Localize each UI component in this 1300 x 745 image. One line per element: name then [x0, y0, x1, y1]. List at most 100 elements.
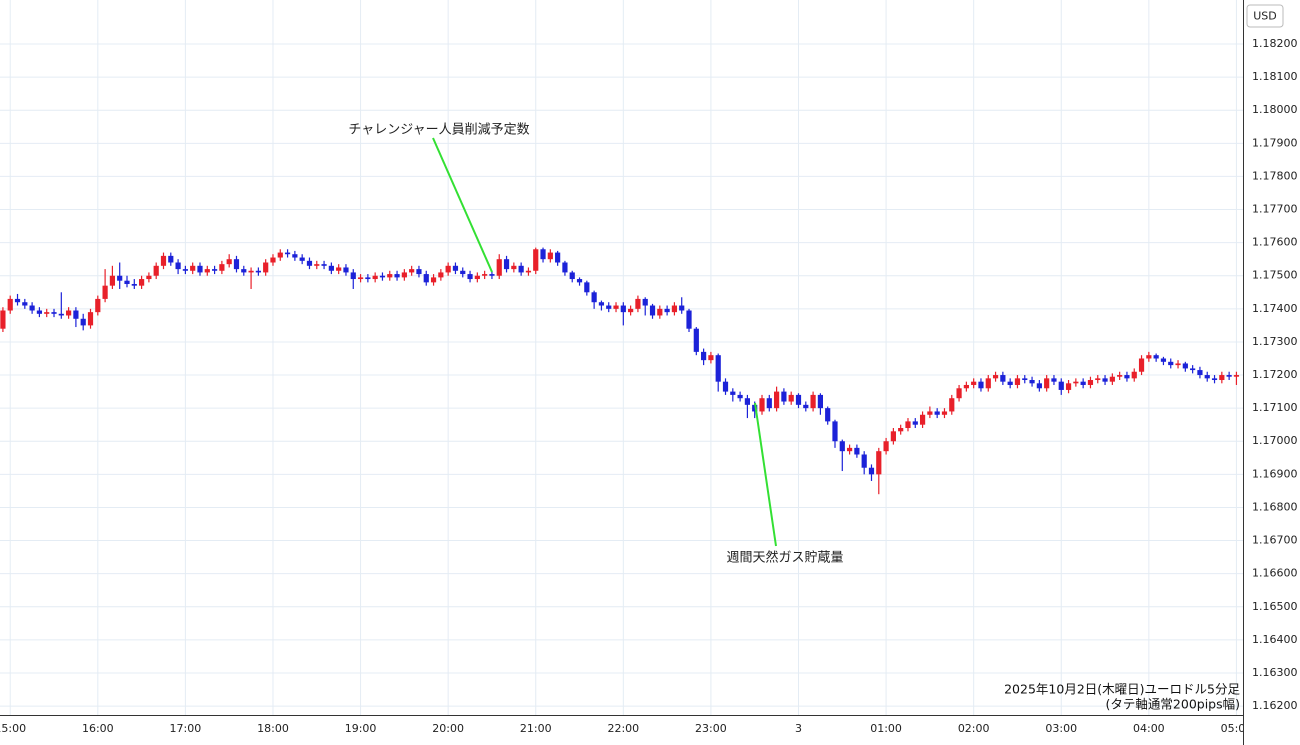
- candle-body: [321, 264, 327, 266]
- candle-body: [759, 398, 765, 412]
- candle-body: [467, 274, 473, 280]
- candle-body: [445, 265, 451, 273]
- candle-body: [701, 351, 707, 361]
- candle-body: [95, 298, 101, 313]
- x-tick-label: 20:00: [432, 722, 464, 735]
- x-tick-label: 03:00: [1045, 722, 1077, 735]
- candle-body: [540, 249, 546, 260]
- candle-body: [416, 269, 422, 275]
- candle-body: [357, 277, 364, 280]
- candle-body: [649, 305, 656, 316]
- candle-body: [518, 265, 524, 273]
- y-tick-label: 1.16200: [1252, 699, 1298, 712]
- x-tick-label: 3: [795, 722, 802, 735]
- candle-body: [1190, 368, 1196, 371]
- candle-body: [971, 381, 977, 385]
- candle-body: [686, 310, 692, 329]
- y-tick-label: 1.17300: [1252, 335, 1298, 348]
- candle-body: [730, 391, 736, 395]
- candle-body: [255, 270, 261, 273]
- y-tick-label: 1.17800: [1252, 169, 1298, 182]
- candle-body: [1058, 381, 1064, 390]
- annotation-pointer: [754, 402, 777, 547]
- candle-body: [941, 411, 948, 415]
- x-tick-label: 23:00: [695, 722, 727, 735]
- candle-body: [365, 277, 371, 280]
- candle-body: [533, 249, 539, 271]
- annotation: チャレンジャー人員削減予定数: [348, 122, 529, 138]
- currency-box: [1246, 4, 1284, 28]
- candle-body: [898, 428, 904, 432]
- y-tick-label: 1.16800: [1252, 500, 1298, 513]
- candle-body: [277, 252, 283, 258]
- candle-body: [956, 388, 962, 399]
- candle-body: [722, 381, 729, 392]
- candle-body: [810, 394, 816, 409]
- candle-body: [343, 267, 349, 273]
- candle-body: [664, 308, 670, 313]
- candle-body: [496, 259, 502, 276]
- y-tick-label: 1.17200: [1252, 368, 1298, 381]
- x-tick-label: 18:00: [257, 722, 289, 735]
- candle-body: [29, 305, 35, 311]
- candle-body: [131, 284, 137, 286]
- candle-body: [124, 280, 130, 285]
- candle-body: [160, 255, 167, 266]
- candle-body: [949, 398, 955, 412]
- candle-body: [671, 305, 678, 313]
- candle-body: [1095, 378, 1101, 381]
- candle-body: [562, 262, 568, 273]
- candle-body: [591, 292, 597, 303]
- candle-body: [795, 394, 802, 405]
- candle-body: [394, 274, 400, 278]
- candle-body: [1007, 381, 1013, 385]
- candle-body: [737, 394, 743, 399]
- candle-body: [613, 305, 619, 309]
- candle-body: [219, 264, 225, 271]
- candle-body: [233, 259, 240, 270]
- candle-body: [598, 302, 605, 306]
- candle-body: [460, 270, 466, 275]
- candle-body: [854, 447, 860, 455]
- candle-body: [350, 272, 356, 280]
- candle-body: [839, 441, 845, 452]
- candle-body: [284, 252, 291, 255]
- candle-body: [117, 275, 123, 281]
- candle-body: [620, 305, 626, 313]
- candle-body: [744, 398, 751, 405]
- candle-body: [1197, 370, 1203, 376]
- candle-body: [51, 312, 57, 314]
- candle-body: [1182, 363, 1188, 369]
- candle-body: [387, 274, 393, 278]
- candle-body: [1153, 355, 1159, 359]
- candle-body: [1065, 383, 1072, 390]
- candle-body: [306, 260, 313, 266]
- candle-body: [934, 411, 940, 415]
- candle-body: [1131, 371, 1137, 379]
- candle-body: [197, 265, 203, 273]
- candle-body: [336, 267, 342, 271]
- candle-body: [919, 414, 926, 425]
- candle-body: [846, 447, 853, 452]
- candle-body: [803, 404, 809, 409]
- footnote: (タテ軸通常200pips幅): [1106, 697, 1240, 712]
- candle-body: [204, 269, 210, 273]
- candle-body: [409, 269, 415, 273]
- x-axis-labels: 15:00 16:00 17:00 18:00 19:00 20:00 21:00 22:00…: [0, 722, 1243, 735]
- candle-body: [314, 264, 320, 266]
- y-tick-label: 1.17600: [1252, 236, 1298, 249]
- candle-body: [1102, 378, 1108, 382]
- candle-body: [0, 310, 6, 329]
- x-tick-label: 04:00: [1133, 722, 1165, 735]
- candle-body: [715, 355, 721, 382]
- candle-body: [401, 272, 407, 278]
- candle-body: [211, 269, 218, 271]
- y-tick-label: 1.16700: [1252, 534, 1298, 547]
- footnote: 2025年10月2日(木曜日)ユーロドル5分足: [1004, 682, 1240, 697]
- candle-body: [693, 328, 699, 352]
- candle-body: [511, 265, 517, 270]
- candle-body: [168, 255, 174, 263]
- candle-body: [1022, 378, 1028, 381]
